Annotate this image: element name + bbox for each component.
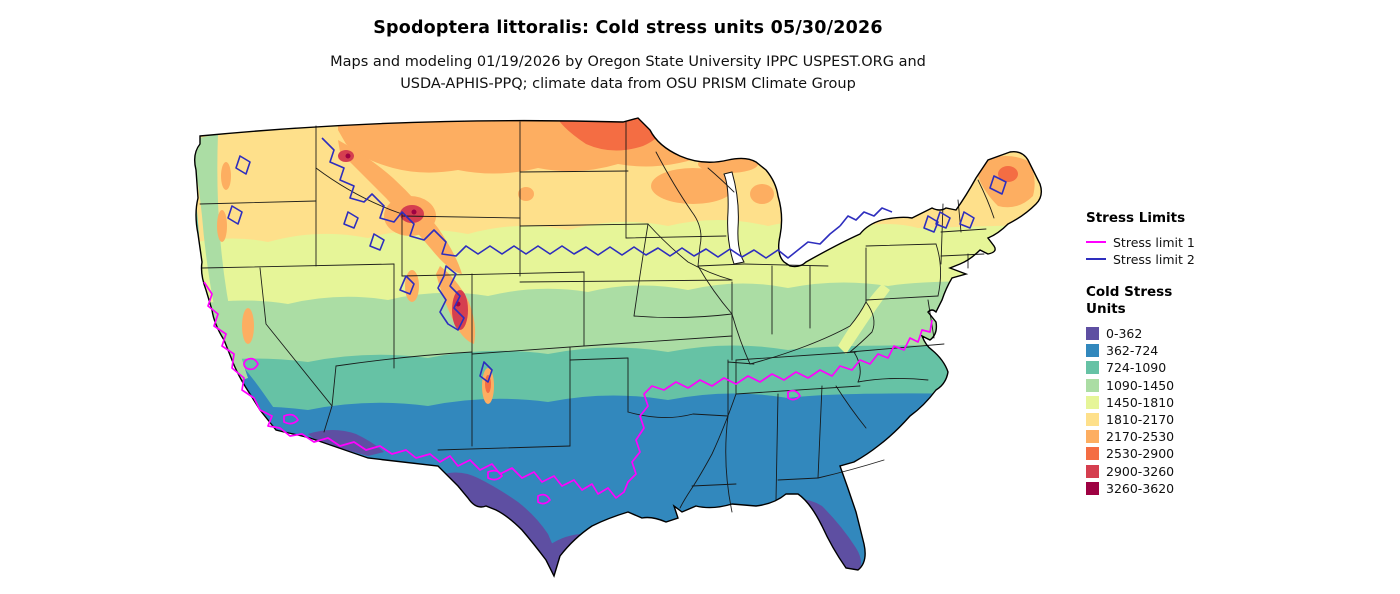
figure-title: Spodoptera littoralis: Cold stress units… — [373, 18, 883, 38]
cold-stress-item: 1810-2170 — [1086, 411, 1236, 428]
cold-stress-item-label: 3260-3620 — [1106, 480, 1175, 496]
figure-subtitle: Maps and modeling 01/19/2026 by Oregon S… — [0, 51, 1256, 96]
cold-stress-item-swatch — [1086, 327, 1099, 341]
cold-stress-heading: Cold Stress Units — [1086, 284, 1236, 319]
cold-stress-item-swatch — [1086, 378, 1099, 392]
cold-stress-heading-line-2: Units — [1086, 301, 1126, 318]
stress-limit-item-swatch — [1086, 258, 1106, 261]
cold-stress-item-swatch — [1086, 464, 1099, 478]
cold-stress-item-swatch — [1086, 447, 1099, 461]
cold-stress-item: 2530-2900 — [1086, 445, 1236, 462]
cold-stress-heading-line-1: Cold Stress — [1086, 283, 1173, 300]
cold-stress-item-swatch — [1086, 481, 1099, 495]
stress-limits-legend: Stress Limits Stress limit 1 Stress limit… — [1086, 210, 1236, 268]
cold-stress-item: 1450-1810 — [1086, 394, 1236, 411]
stress-limits-items: Stress limit 1 Stress limit 2 — [1086, 234, 1236, 268]
subtitle-line-1: Maps and modeling 01/19/2026 by Oregon S… — [330, 54, 926, 70]
cold-stress-item-label: 2530-2900 — [1106, 446, 1175, 462]
cold-stress-legend: Cold Stress Units 0-362 362-724 724-1090 10… — [1086, 284, 1236, 497]
us-map — [188, 116, 1068, 592]
cold-stress-items: 0-362 362-724 724-1090 1090-1450 1450-1810 18… — [1086, 325, 1236, 497]
stress-limits-heading: Stress Limits — [1086, 210, 1186, 226]
cold-stress-item-label: 1450-1810 — [1106, 394, 1175, 410]
legend: Stress Limits Stress limit 1 Stress limit… — [1086, 210, 1236, 513]
cold-stress-item-label: 362-724 — [1106, 343, 1159, 359]
cold-stress-item-label: 1810-2170 — [1106, 412, 1175, 428]
cold-stress-item-swatch — [1086, 361, 1099, 375]
cold-stress-item: 2170-2530 — [1086, 428, 1236, 445]
cold-stress-item-swatch — [1086, 430, 1099, 444]
cold-stress-item-label: 2900-3260 — [1106, 463, 1175, 479]
stress-limit-item-swatch — [1086, 241, 1106, 244]
cold-stress-item: 1090-1450 — [1086, 377, 1236, 394]
cold-stress-item-label: 2170-2530 — [1106, 429, 1175, 445]
conus-outline — [193, 117, 1043, 578]
stress-limit-item-label: Stress limit 2 — [1113, 251, 1195, 267]
cold-stress-item: 724-1090 — [1086, 359, 1236, 376]
stress-limit-item: Stress limit 2 — [1086, 251, 1236, 268]
state-borders — [199, 121, 995, 513]
figure-header: Spodoptera littoralis: Cold stress units… — [0, 18, 1256, 96]
cold-stress-item-label: 724-1090 — [1106, 360, 1167, 376]
cold-stress-item: 0-362 — [1086, 325, 1236, 342]
stress-limit-1-contour — [203, 281, 933, 505]
cold-stress-item: 362-724 — [1086, 342, 1236, 359]
stress-limit-2-contour — [227, 137, 1007, 383]
cold-stress-item-swatch — [1086, 344, 1099, 358]
stress-limit-item: Stress limit 1 — [1086, 234, 1236, 251]
cold-stress-item: 2900-3260 — [1086, 463, 1236, 480]
cold-stress-item-swatch — [1086, 395, 1099, 409]
cold-stress-item-label: 1090-1450 — [1106, 377, 1175, 393]
cold-stress-item-label: 0-362 — [1106, 326, 1143, 342]
stress-limit-item-label: Stress limit 1 — [1113, 234, 1195, 250]
cold-stress-item-swatch — [1086, 413, 1099, 427]
subtitle-line-2: USDA-APHIS-PPQ; climate data from OSU PR… — [400, 76, 856, 93]
cold-stress-item: 3260-3620 — [1086, 480, 1236, 497]
